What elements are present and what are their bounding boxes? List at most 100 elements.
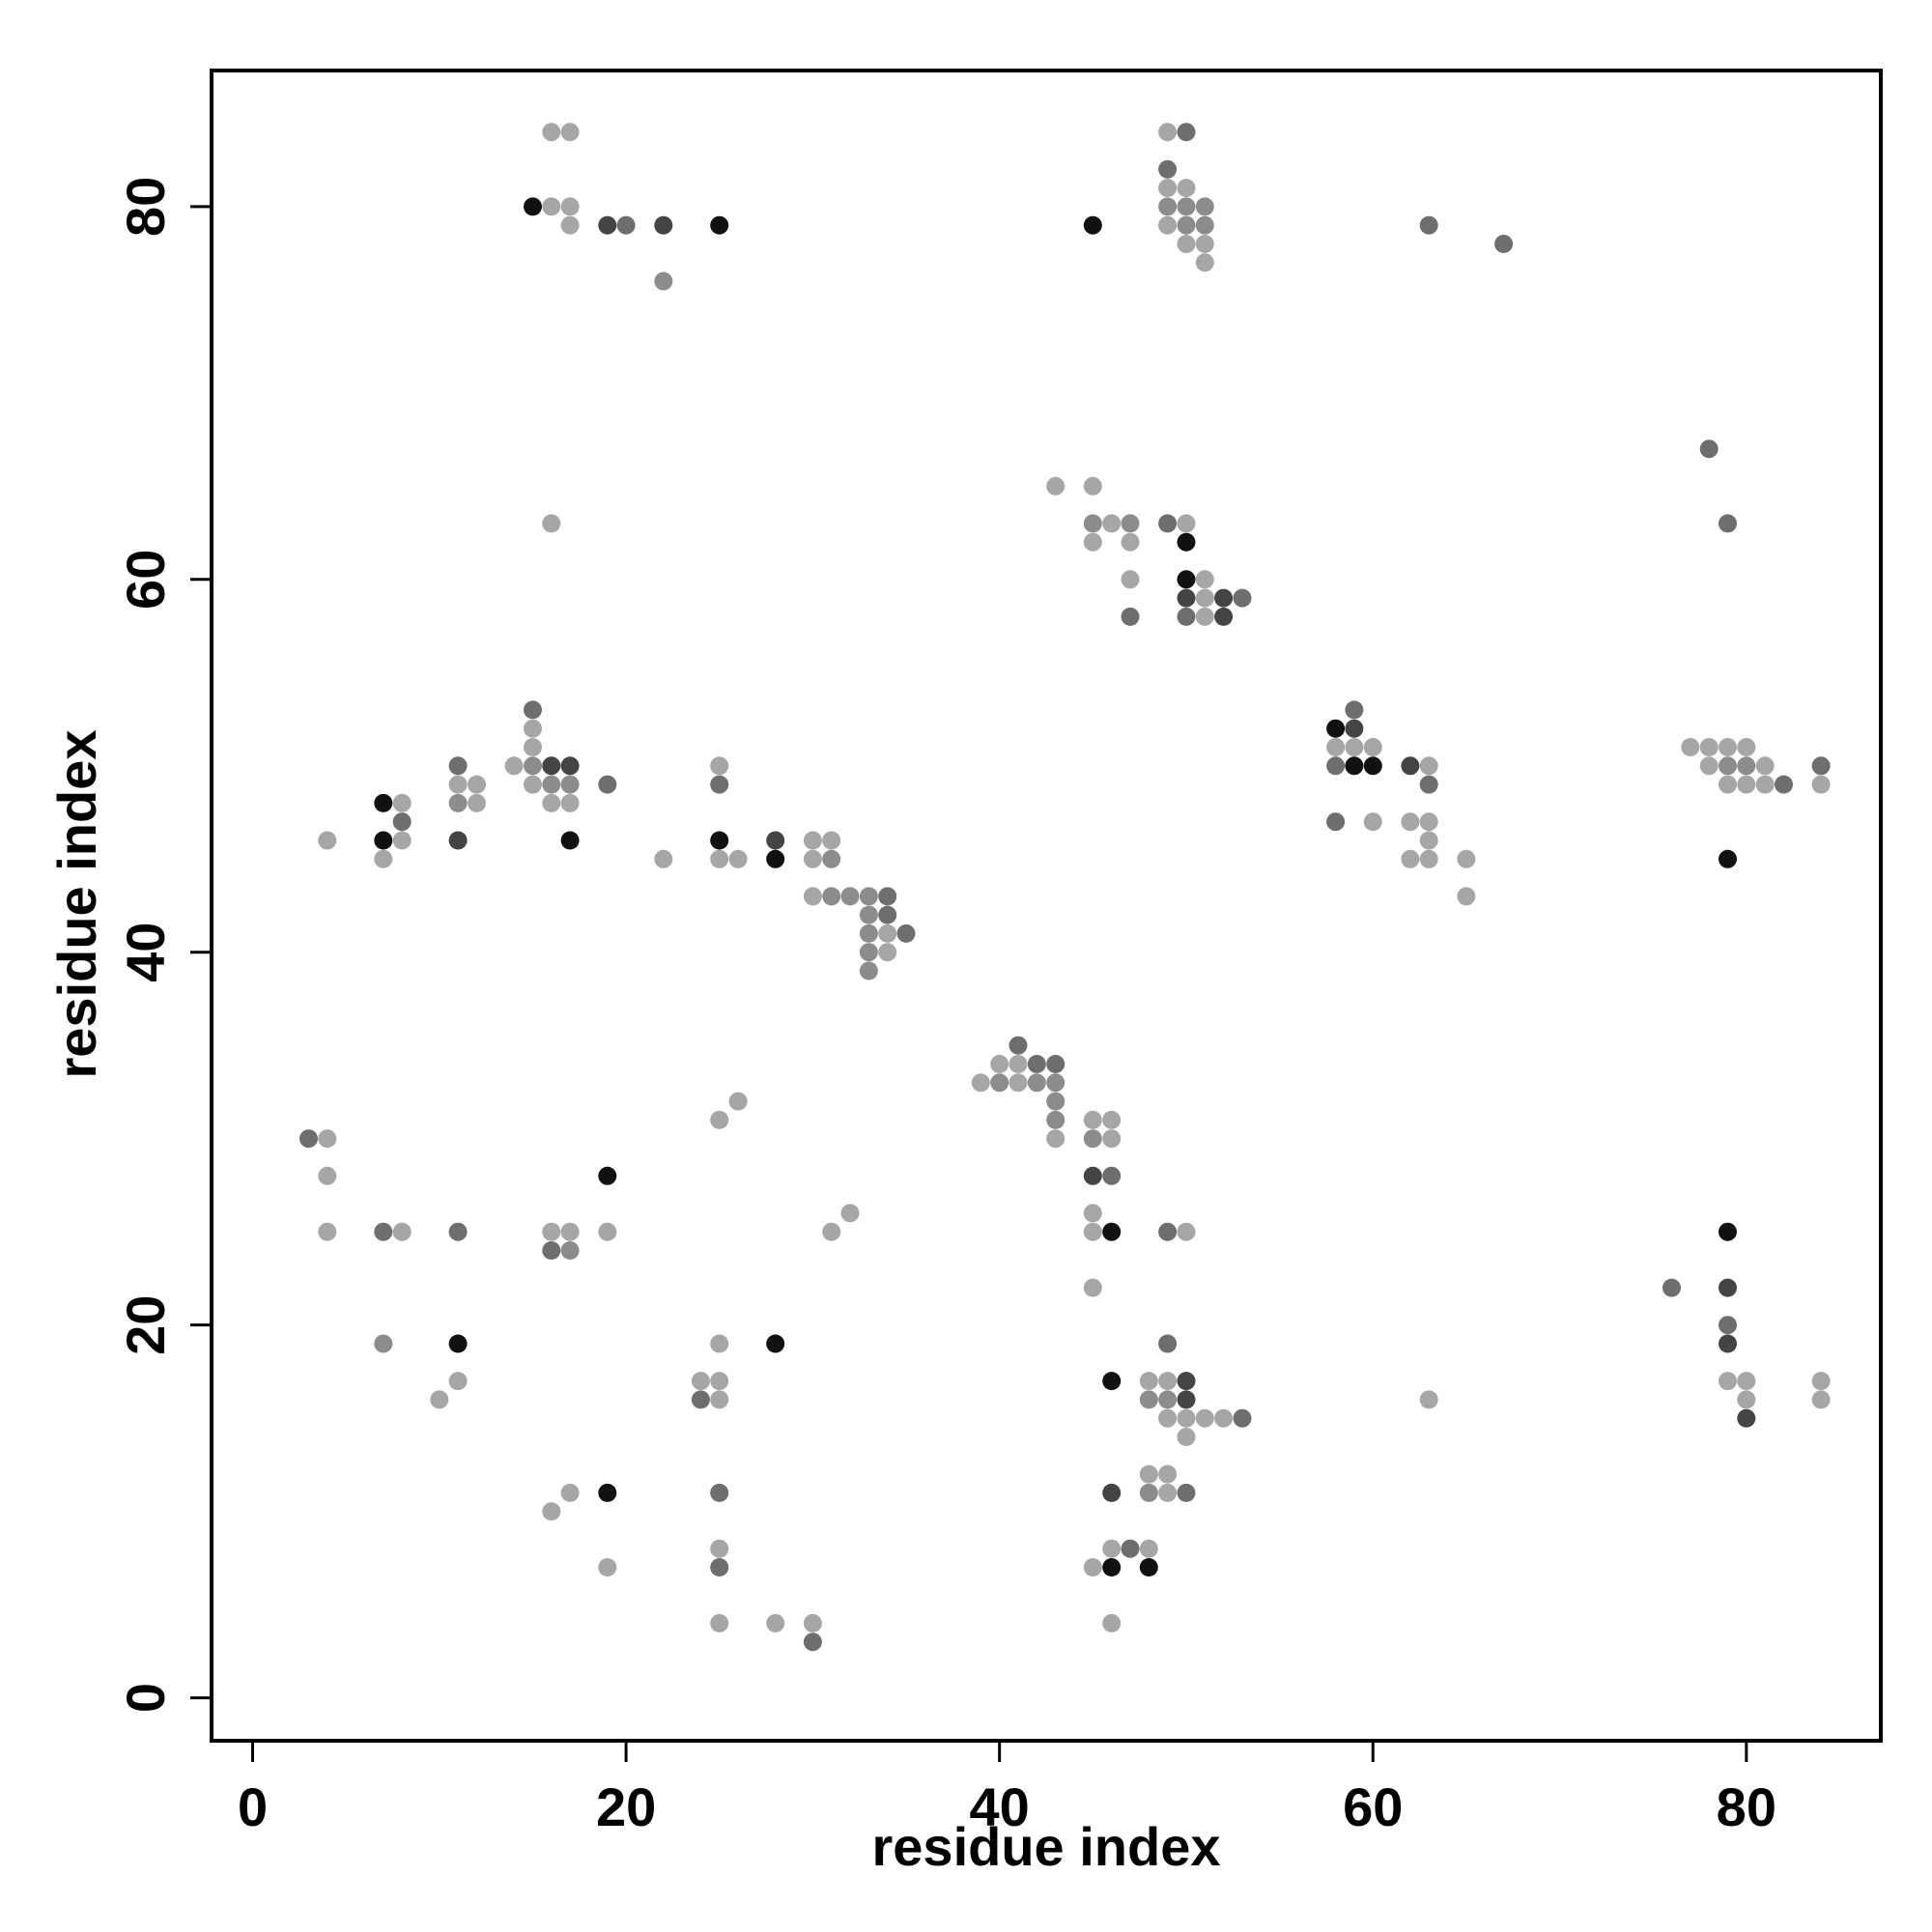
data-point <box>691 1390 710 1409</box>
y-axis-title: residue index <box>46 729 107 1078</box>
data-point <box>822 849 841 868</box>
data-point <box>766 831 785 850</box>
data-point <box>542 775 561 794</box>
data-point <box>1083 1222 1102 1241</box>
data-point <box>803 1633 822 1652</box>
data-point <box>1158 514 1178 533</box>
data-point <box>822 887 841 906</box>
x-tick-label: 20 <box>596 1776 656 1837</box>
data-point <box>1158 1334 1178 1353</box>
data-point <box>1419 849 1438 868</box>
data-point <box>766 1613 785 1633</box>
data-point <box>654 271 673 291</box>
data-point <box>1719 1334 1737 1353</box>
data-point <box>560 1241 580 1260</box>
data-point <box>766 1334 785 1353</box>
data-point <box>654 215 673 235</box>
data-point <box>1083 476 1102 496</box>
data-point <box>1345 756 1364 776</box>
data-point <box>1737 775 1756 794</box>
data-point <box>1158 1222 1178 1241</box>
data-point <box>1737 738 1756 756</box>
data-point <box>1719 756 1737 776</box>
data-point <box>990 1055 1009 1073</box>
data-point <box>1214 607 1234 626</box>
data-point <box>1363 738 1382 756</box>
data-point <box>392 1222 412 1241</box>
data-point <box>1177 1390 1196 1409</box>
data-point <box>1177 514 1196 533</box>
data-point <box>1046 1055 1065 1073</box>
data-point <box>840 887 860 906</box>
data-point <box>1027 1073 1046 1093</box>
data-point <box>1214 1408 1234 1428</box>
data-point <box>859 943 878 962</box>
data-point <box>1401 812 1420 832</box>
data-point <box>1158 179 1178 198</box>
data-point <box>1009 1036 1028 1055</box>
data-point <box>1737 1408 1756 1428</box>
data-point <box>1719 514 1737 533</box>
data-point <box>822 1222 841 1241</box>
data-point <box>1177 1372 1196 1391</box>
data-point <box>468 793 486 812</box>
data-point <box>1755 775 1775 794</box>
data-point <box>1046 476 1065 496</box>
y-tick-label: 60 <box>115 550 176 610</box>
y-tick-label: 40 <box>115 923 176 982</box>
data-point <box>1811 775 1831 794</box>
data-point <box>1719 849 1737 868</box>
data-point <box>1719 1316 1737 1335</box>
data-point <box>524 700 542 720</box>
data-point <box>1419 831 1438 850</box>
data-point <box>1177 235 1196 253</box>
data-point <box>710 849 729 868</box>
data-point <box>710 1483 729 1502</box>
data-point <box>1083 514 1102 533</box>
data-point <box>560 197 580 216</box>
data-point <box>1177 215 1196 235</box>
data-point <box>1158 1483 1178 1502</box>
data-point <box>299 1129 318 1149</box>
data-point <box>1345 738 1364 756</box>
x-axis: 0 20 40 60 80 <box>238 1741 1776 1837</box>
plot-frame <box>210 69 1883 1743</box>
data-point <box>1195 1408 1214 1428</box>
data-point <box>1102 1129 1122 1149</box>
data-point <box>1177 588 1196 608</box>
data-point <box>560 775 580 794</box>
x-tick-label: 60 <box>1343 1776 1403 1837</box>
data-point <box>1195 570 1214 589</box>
x-tick-label: 80 <box>1717 1776 1776 1837</box>
data-point <box>318 1129 337 1149</box>
data-point <box>1755 756 1775 776</box>
data-point <box>1195 588 1214 608</box>
data-point <box>560 756 580 776</box>
data-point <box>524 756 542 776</box>
data-point <box>598 1222 617 1241</box>
data-point <box>878 923 897 943</box>
data-point <box>542 756 561 776</box>
y-tick-label: 0 <box>115 1683 176 1713</box>
x-tick-label: 40 <box>970 1776 1030 1837</box>
data-point <box>1419 775 1438 794</box>
data-point <box>1326 756 1346 776</box>
data-point <box>1009 1055 1028 1073</box>
data-point <box>1121 532 1140 552</box>
data-point <box>1811 1390 1831 1409</box>
data-point <box>1419 1390 1438 1409</box>
data-point <box>1326 812 1346 832</box>
data-point <box>1102 514 1122 533</box>
data-point <box>430 1390 449 1409</box>
data-point <box>1345 719 1364 738</box>
data-point <box>448 756 468 776</box>
data-point <box>1158 1372 1178 1391</box>
data-point <box>318 1222 337 1241</box>
data-point <box>710 775 729 794</box>
data-point <box>1177 179 1196 198</box>
data-point <box>1195 197 1214 216</box>
data-point <box>1699 756 1719 776</box>
data-point <box>1419 215 1438 235</box>
data-point <box>1177 607 1196 626</box>
